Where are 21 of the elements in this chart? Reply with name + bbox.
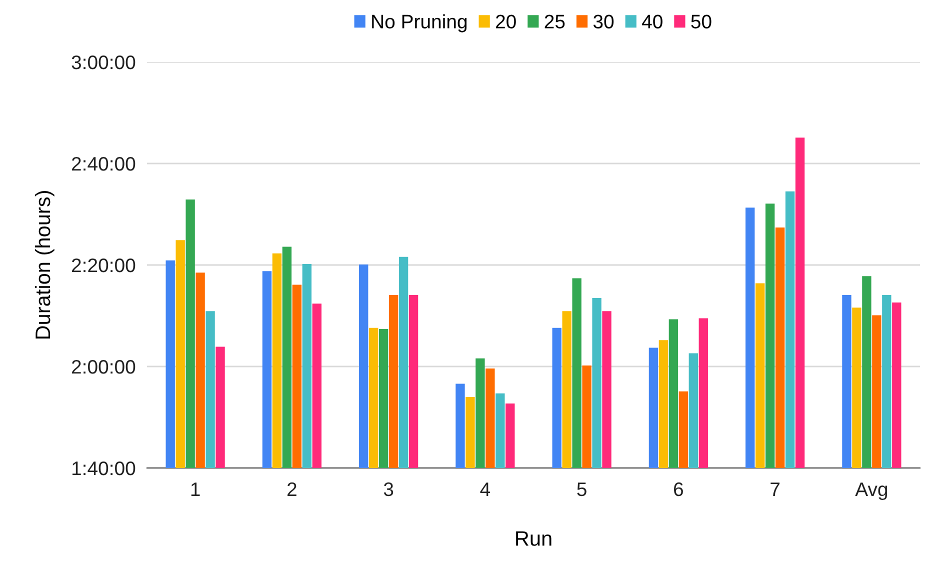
y-tick-label: 1:40:00 <box>72 461 136 476</box>
legend-label: 30 <box>593 14 614 28</box>
legend-label: No Pruning <box>372 14 467 32</box>
y-axis-title: Duration (hours) <box>34 191 54 339</box>
x-tick-label: 4 <box>480 482 490 496</box>
x-tick-label: 3 <box>384 482 394 496</box>
legend-label: 40 <box>642 14 662 28</box>
legend-label: 50 <box>691 14 712 28</box>
x-tick-label: 5 <box>577 482 586 496</box>
x-tick-label: 1 <box>191 482 200 496</box>
x-axis-title: Run <box>516 531 552 546</box>
x-tick-label: 2 <box>288 482 296 496</box>
x-tick-label: Avg <box>855 482 888 500</box>
x-tick-label: 6 <box>674 482 683 496</box>
y-tick-label: 3:00:00 <box>72 55 136 70</box>
y-tick-label: 2:20:00 <box>72 258 136 272</box>
y-tick-label: 2:00:00 <box>72 360 136 374</box>
x-tick-label: 7 <box>770 482 780 496</box>
y-tick-label: 2:40:00 <box>72 156 136 171</box>
legend-label: 25 <box>544 14 565 28</box>
legend-label: 20 <box>496 14 516 28</box>
